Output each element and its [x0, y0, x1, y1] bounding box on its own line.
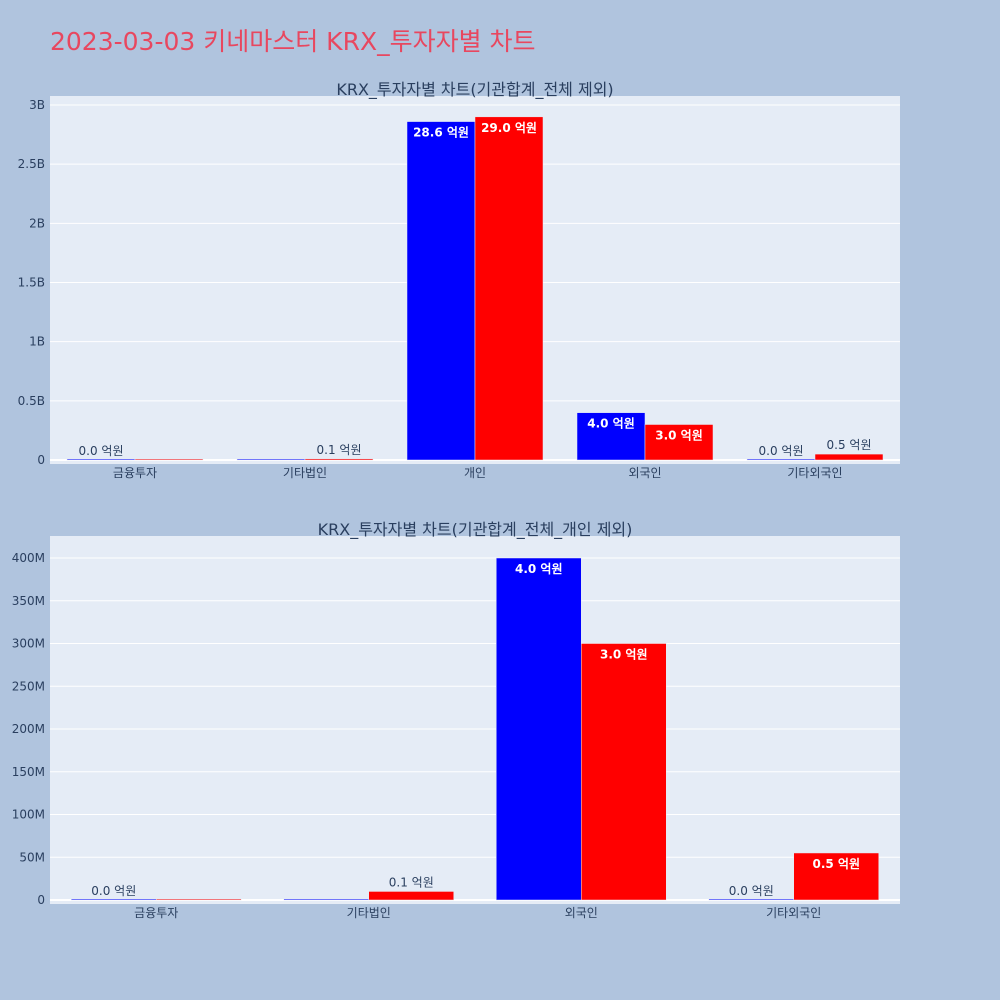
data-label: 0.0 억원: [759, 444, 804, 458]
bar: [66, 458, 136, 461]
plot-area: [50, 536, 900, 904]
x-tick-label: 기타외국인: [766, 906, 821, 920]
data-label: 0.1 억원: [317, 443, 362, 457]
bar: [793, 852, 879, 901]
y-tick-label: 400M: [12, 551, 45, 565]
bar: [134, 458, 204, 461]
bar: [708, 898, 794, 901]
bar: [368, 891, 454, 901]
x-tick-label: 외국인: [628, 466, 661, 480]
bar: [746, 458, 816, 461]
bar: [814, 453, 884, 461]
data-label: 29.0 억원: [481, 121, 537, 135]
data-label: 0.5 억원: [827, 438, 872, 452]
y-tick-label: 2B: [29, 216, 45, 230]
y-tick-label: 150M: [12, 765, 45, 779]
x-tick-label: 기타법인: [347, 906, 391, 920]
y-tick-label: 0: [37, 453, 45, 467]
y-tick-label: 1B: [29, 335, 45, 349]
y-tick-label: 1.5B: [18, 276, 45, 290]
bar: [644, 424, 714, 461]
chart-title: KRX_투자자별 차트(기관합계_전체_개인 제외): [318, 520, 633, 540]
y-tick-label: 200M: [12, 722, 45, 736]
x-tick-label: 기타외국인: [787, 466, 842, 480]
data-label: 0.0 억원: [91, 884, 136, 898]
y-tick-label: 100M: [12, 808, 45, 822]
data-label: 28.6 억원: [413, 126, 469, 140]
y-tick-label: 0.5B: [18, 394, 45, 408]
data-label: 0.1 억원: [389, 875, 434, 889]
bar: [283, 898, 369, 901]
data-label: 4.0 억원: [587, 417, 635, 431]
bar: [576, 412, 646, 461]
y-tick-label: 350M: [12, 594, 45, 608]
data-label: 3.0 억원: [655, 429, 703, 443]
data-label: 0.0 억원: [729, 884, 774, 898]
page-title: 2023-03-03 키네마스터 KRX_투자자별 차트: [50, 27, 536, 56]
chart-title: KRX_투자자별 차트(기관합계_전체 제외): [336, 80, 613, 100]
y-tick-label: 50M: [19, 850, 45, 864]
y-tick-label: 2.5B: [18, 157, 45, 171]
bar: [156, 898, 242, 901]
bar: [304, 458, 374, 461]
x-tick-label: 금융투자: [113, 466, 157, 480]
y-tick-label: 3B: [29, 98, 45, 112]
y-tick-label: 0: [37, 893, 45, 907]
data-label: 0.0 억원: [79, 444, 124, 458]
data-label: 0.5 억원: [812, 857, 860, 871]
x-tick-label: 기타법인: [283, 466, 327, 480]
bar: [581, 643, 667, 901]
x-tick-label: 외국인: [565, 906, 598, 920]
chart-1: 0 0.5B 1B 1.5B 2B 2.5B 3B KRX_투자자별 차트(기관합계_전체 제…: [18, 80, 900, 480]
y-tick-label: 300M: [12, 637, 45, 651]
x-tick-label: 금융투자: [134, 906, 178, 920]
data-label: 3.0 억원: [600, 648, 648, 662]
y-tick-label: 250M: [12, 679, 45, 693]
bar: [406, 121, 476, 461]
data-label: 4.0 억원: [515, 562, 563, 576]
bar: [71, 898, 157, 901]
bar: [496, 557, 582, 901]
chart-2: 0 50M 100M 150M 200M 250M 300M 350M 400M KRX_투자자별…: [12, 520, 900, 920]
x-tick-label: 개인: [464, 466, 486, 480]
bar: [474, 116, 544, 461]
bar: [236, 458, 306, 461]
